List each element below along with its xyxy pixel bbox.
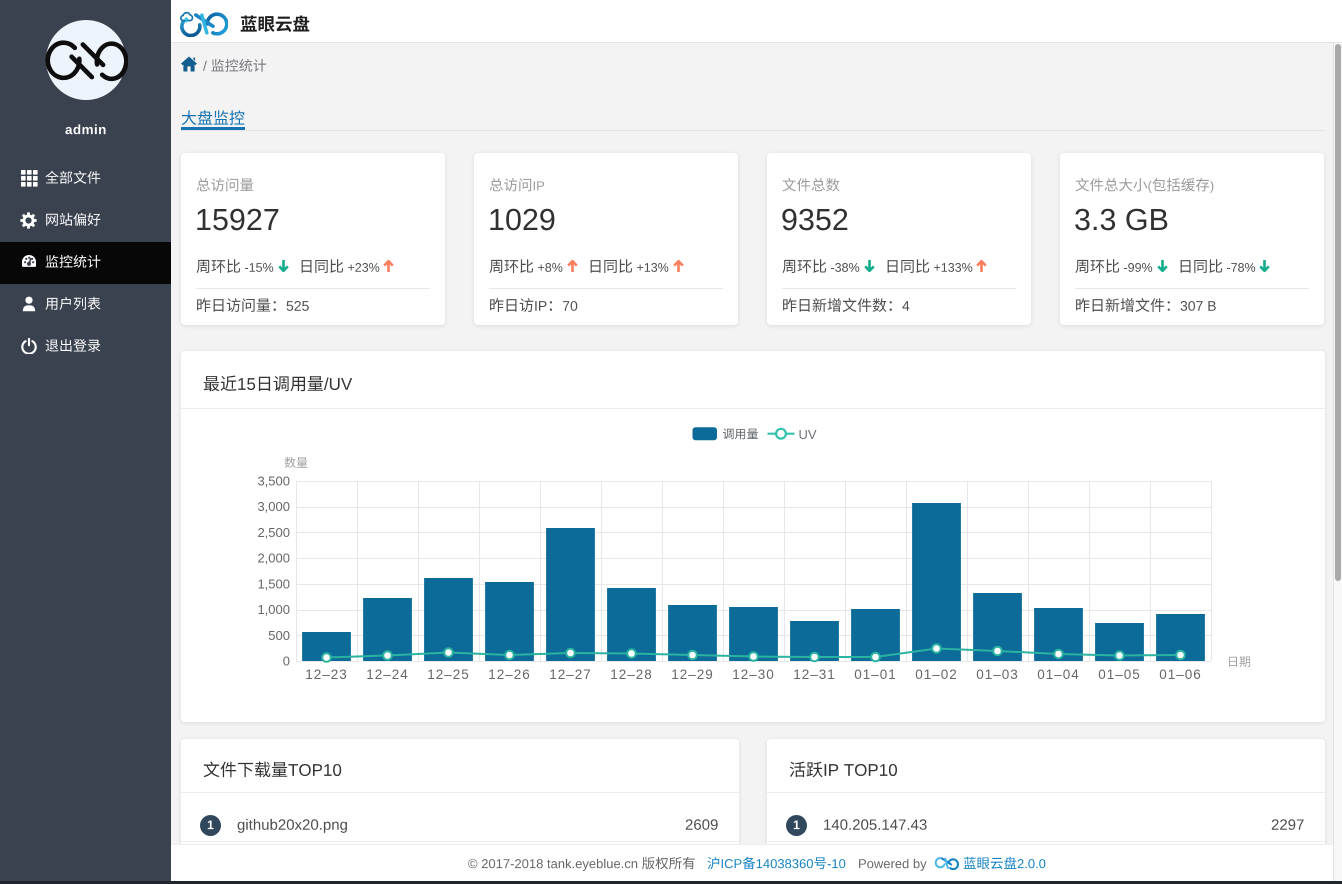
svg-text:12–25: 12–25 xyxy=(427,667,470,682)
svg-text:01–02: 01–02 xyxy=(915,667,958,682)
svg-text:01–01: 01–01 xyxy=(854,667,897,682)
svg-text:UV: UV xyxy=(799,427,817,442)
svg-text:12–31: 12–31 xyxy=(793,667,836,682)
svg-text:12–24: 12–24 xyxy=(366,667,409,682)
svg-text:01–03: 01–03 xyxy=(976,667,1019,682)
svg-text:12–26: 12–26 xyxy=(488,667,531,682)
svg-text:3,000: 3,000 xyxy=(257,499,290,514)
svg-text:01–05: 01–05 xyxy=(1098,667,1141,682)
svg-text:2,000: 2,000 xyxy=(257,551,290,566)
svg-text:01–04: 01–04 xyxy=(1037,667,1080,682)
svg-text:12–30: 12–30 xyxy=(732,667,775,682)
svg-text:500: 500 xyxy=(268,628,290,643)
svg-text:3,500: 3,500 xyxy=(257,474,290,489)
svg-text:2,500: 2,500 xyxy=(257,525,290,540)
svg-text:12–23: 12–23 xyxy=(305,667,348,682)
svg-text:12–29: 12–29 xyxy=(671,667,714,682)
svg-text:1,500: 1,500 xyxy=(257,576,290,591)
svg-text:1,000: 1,000 xyxy=(257,602,290,617)
svg-text:01–06: 01–06 xyxy=(1159,667,1202,682)
svg-text:12–28: 12–28 xyxy=(610,667,653,682)
svg-text:12–27: 12–27 xyxy=(549,667,592,682)
svg-text:0: 0 xyxy=(283,654,290,669)
